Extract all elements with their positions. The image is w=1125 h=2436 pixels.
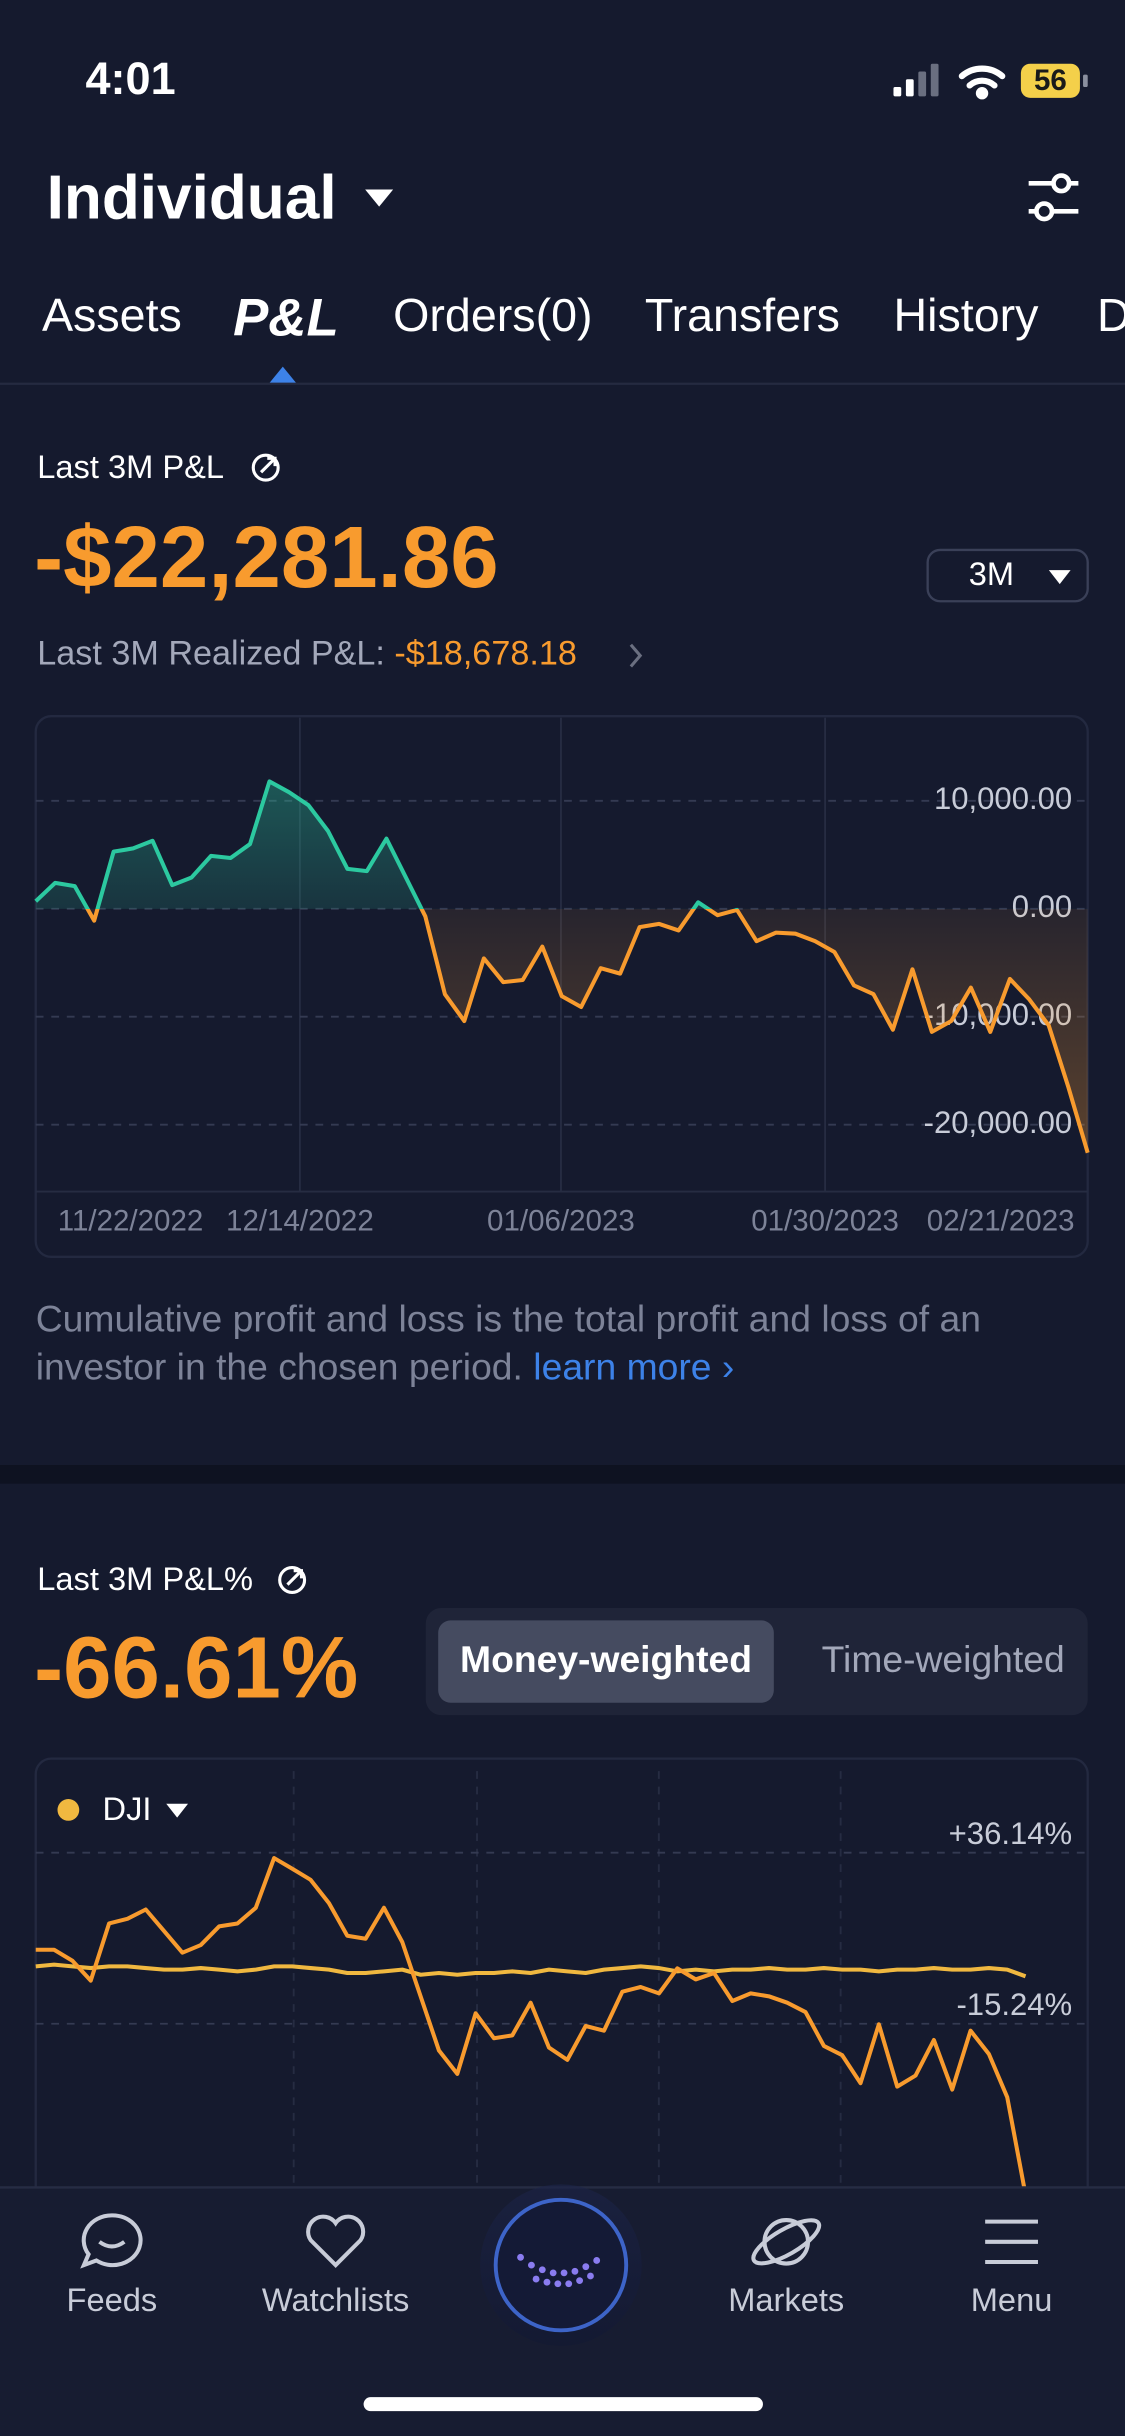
tab[interactable]: Transfers xyxy=(645,289,840,341)
dropdown-arrow[interactable] xyxy=(365,189,394,207)
mode-option[interactable]: Money-weighted xyxy=(460,1638,752,1680)
legend-label: DJI xyxy=(103,1790,152,1827)
bottom-nav: Feeds Watchlists Markets Menu xyxy=(0,2184,1125,2436)
pnl-pct-value: -66.61% xyxy=(34,1620,358,1717)
filter-button[interactable] xyxy=(1028,173,1079,222)
pnl-pct-label: Last 3M P&L% xyxy=(37,1560,253,1597)
legend-dropdown xyxy=(166,1803,189,1818)
x-tick-label: 01/06/2023 xyxy=(487,1204,635,1237)
pnl-label: Last 3M P&L xyxy=(37,448,224,485)
mode-toggle: Money-weighted Time-weighted xyxy=(425,1607,1088,1716)
chevron xyxy=(629,643,643,668)
tab[interactable]: Assets xyxy=(42,289,182,341)
line xyxy=(35,1962,1027,1979)
center-button[interactable] xyxy=(480,2184,642,2346)
tab-indicator xyxy=(268,366,297,384)
wifi-icon xyxy=(958,65,1006,100)
area xyxy=(35,781,1088,1153)
tab[interactable]: D xyxy=(1097,289,1125,341)
signal-icon xyxy=(893,63,939,97)
y-tick-label: 10,000.00 xyxy=(934,781,1072,816)
share-icon[interactable] xyxy=(251,453,280,482)
chevron: › xyxy=(711,1346,735,1389)
note: Cumulative profit and loss is the total … xyxy=(36,1296,1093,1392)
nav-icon[interactable] xyxy=(985,2219,1038,2265)
mode-active[interactable] xyxy=(438,1620,774,1703)
battery-icon: 56 xyxy=(1020,63,1088,98)
nav-label[interactable]: Markets xyxy=(728,2281,844,2318)
pnl-chart: 10,000.000.00-10,000.00-20,000.0011/22/2… xyxy=(34,717,1090,1237)
learn-more-link[interactable]: learn more xyxy=(533,1346,712,1389)
realized-label: Last 3M Realized P&L: xyxy=(37,635,385,673)
x-tick-label: 02/21/2023 xyxy=(927,1204,1075,1237)
realized-value: -$18,678.18 xyxy=(394,635,576,673)
tab-bar: Assets P&L Orders(0) Transfers History D xyxy=(42,289,1125,348)
period-dropdown[interactable]: 3M xyxy=(926,548,1089,603)
x-tick-label: 01/30/2023 xyxy=(751,1204,899,1237)
nav-icon[interactable] xyxy=(748,2212,825,2271)
line xyxy=(34,779,1090,1154)
y-tick-label: -15.24% xyxy=(956,1987,1072,2022)
line xyxy=(35,1856,1028,2196)
nav-label[interactable]: Menu xyxy=(971,2281,1053,2318)
note-text: Cumulative profit and loss is the total … xyxy=(36,1296,1093,1392)
pnl-value: -$22,281.86 xyxy=(34,509,498,606)
tab[interactable]: History xyxy=(893,289,1039,341)
share-icon[interactable] xyxy=(278,1566,307,1594)
realized-pnl[interactable]: Last 3M Realized P&L: -$18,678.18 xyxy=(37,635,577,673)
section-separator xyxy=(0,1465,1125,1484)
pct-chart: +36.14% -15.24% DJI xyxy=(35,1771,1088,2196)
y-tick-label: -20,000.00 xyxy=(924,1105,1073,1140)
clock: 4:01 xyxy=(85,53,175,104)
nav-label[interactable]: Feeds xyxy=(67,2281,158,2318)
tab-active[interactable]: P&L xyxy=(233,289,339,348)
period-label[interactable]: 3M xyxy=(969,555,1014,592)
x-tick-label: 11/22/2022 xyxy=(58,1204,204,1237)
y-tick-label: +36.14% xyxy=(949,1816,1073,1851)
x-tick-label: 12/14/2022 xyxy=(226,1204,374,1237)
home-indicator xyxy=(363,2397,763,2412)
account-title[interactable]: Individual xyxy=(47,163,337,232)
nav-label[interactable]: Watchlists xyxy=(262,2281,409,2318)
battery-level: 56 xyxy=(1034,64,1067,97)
mode-option[interactable]: Time-weighted xyxy=(822,1638,1065,1680)
nav-icon[interactable] xyxy=(306,2214,366,2268)
tab[interactable]: Orders(0) xyxy=(393,289,592,341)
note-body: Cumulative profit and loss is the total … xyxy=(35,1298,982,1389)
nav-icon[interactable] xyxy=(80,2213,143,2269)
legend-swatch xyxy=(57,1799,80,1821)
